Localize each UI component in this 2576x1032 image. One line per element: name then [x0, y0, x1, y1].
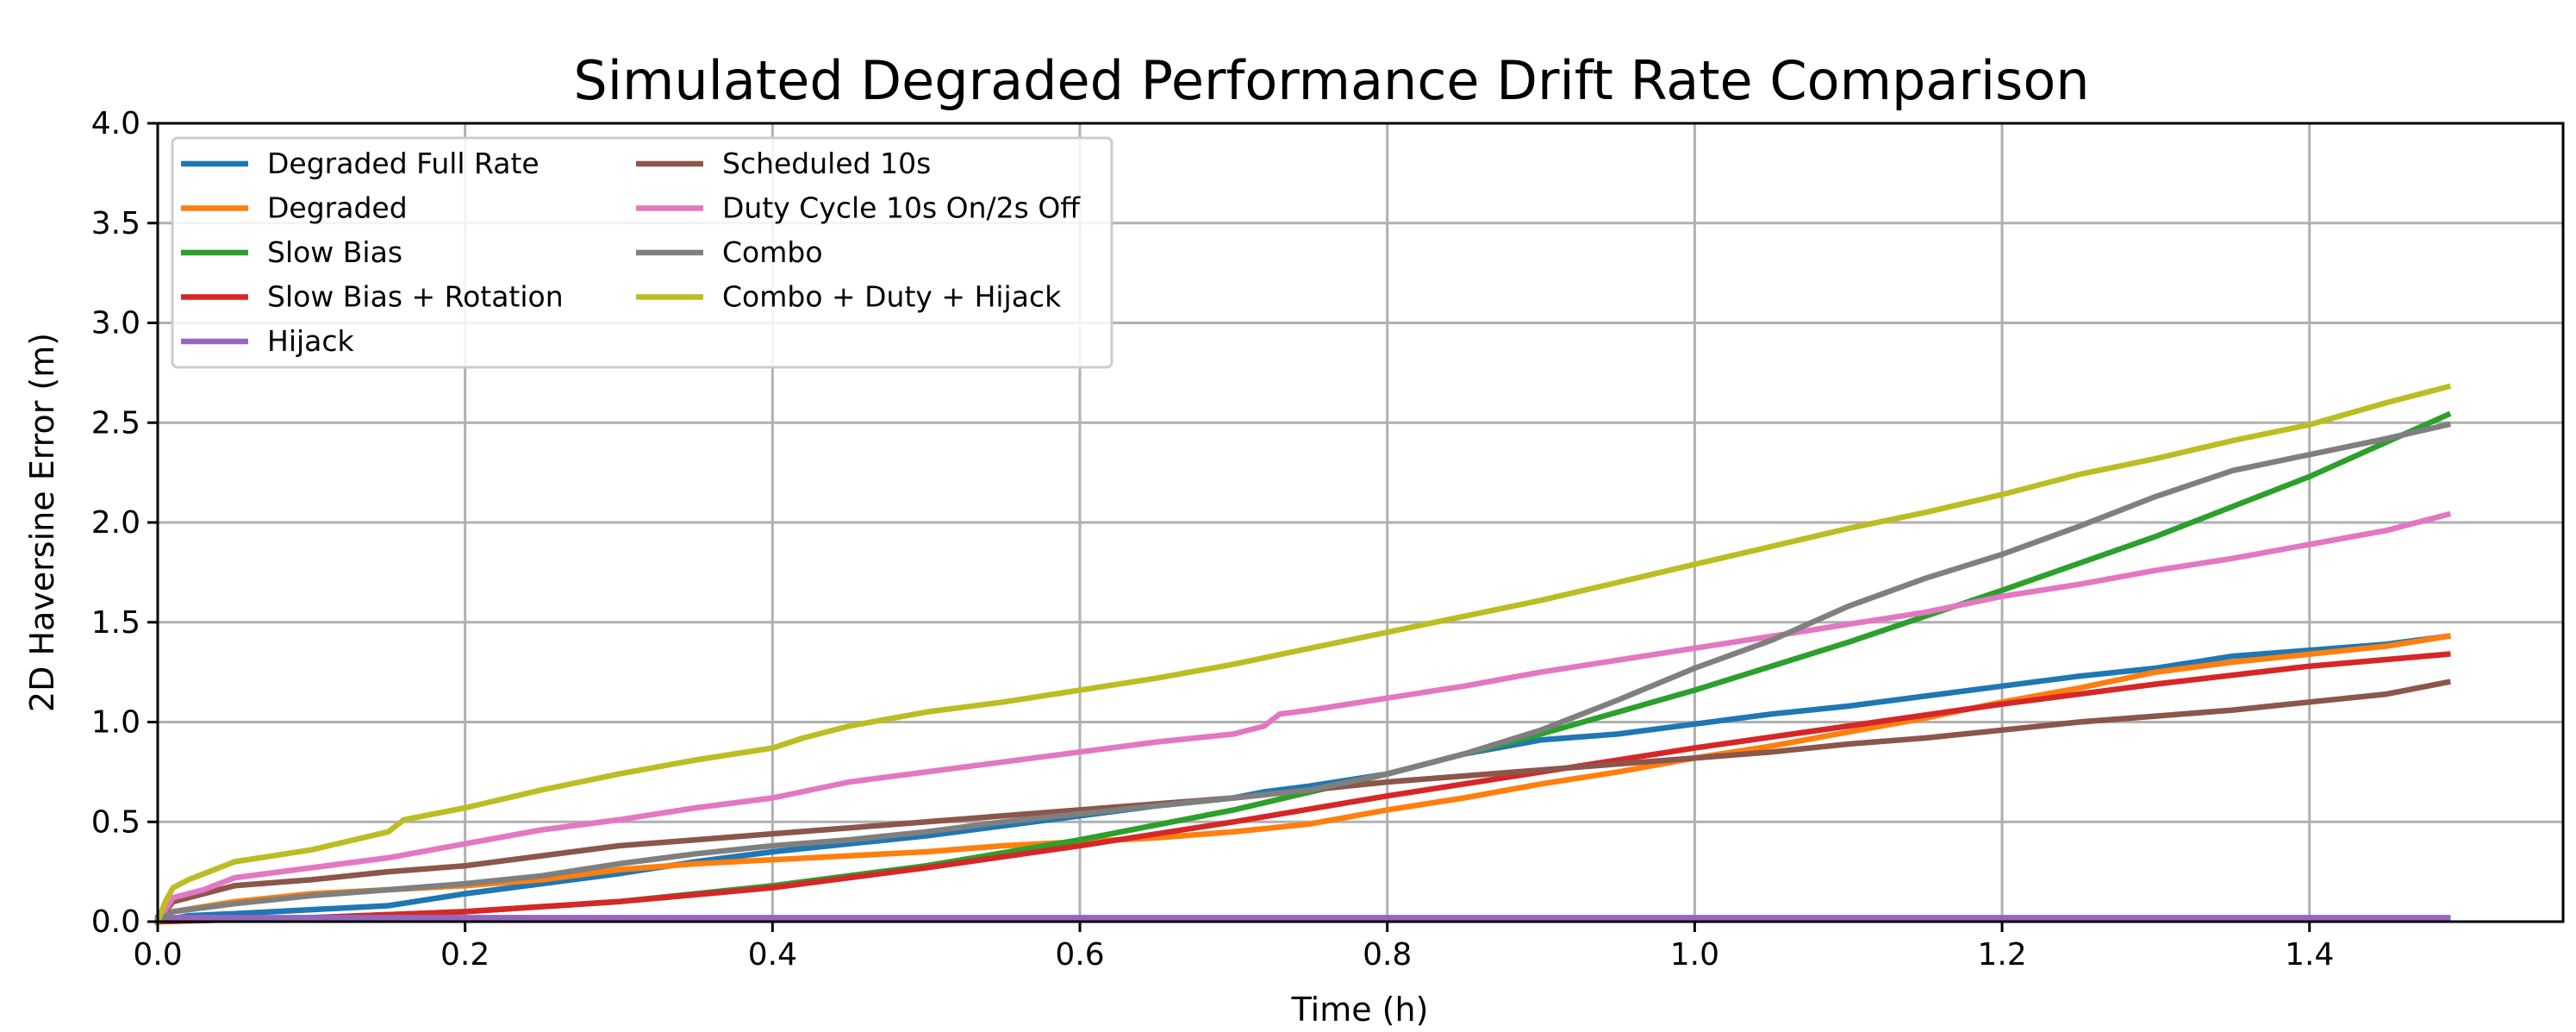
legend-label-degraded-full-rate: Degraded Full Rate [267, 147, 540, 180]
x-tick-label: 0.6 [1055, 937, 1104, 973]
series-line-degraded-full-rate [154, 633, 2451, 925]
legend-label-slow-bias: Slow Bias [267, 235, 402, 269]
x-axis-ticks: 0.0 0.2 0.4 0.6 0.8 1.0 1.2 1.4 [133, 922, 2334, 973]
legend: Degraded Full Rate Degraded Slow Bias Slow … [171, 136, 1113, 369]
y-tick-label: 4.0 [91, 106, 140, 141]
y-tick-label: 1.5 [91, 605, 140, 641]
series-line-combo [153, 421, 2452, 926]
series-lines [153, 383, 2452, 926]
y-axis-ticks: 0.0 0.5 1.0 1.5 2.0 2.5 3.0 3.5 4.0 [91, 106, 158, 940]
legend-label-hijack: Hijack [267, 324, 355, 358]
x-tick-label: 1.2 [1977, 937, 2026, 973]
legend-label-degraded: Degraded [267, 191, 408, 225]
y-tick-label: 3.5 [91, 206, 140, 241]
x-tick-label: 0.2 [440, 937, 490, 973]
y-tick-label: 3.0 [91, 306, 140, 341]
y-tick-label: 1.0 [91, 705, 140, 741]
x-tick-label: 1.4 [2285, 937, 2334, 973]
legend-label-scheduled-10s: Scheduled 10s [722, 147, 931, 180]
y-tick-label: 0.0 [91, 904, 140, 940]
chart-title: Simulated Degraded Performance Drift Rat… [573, 49, 2089, 112]
series-line-slow-bias [154, 410, 2452, 925]
y-tick-label: 2.0 [91, 505, 140, 541]
x-tick-label: 0.8 [1363, 937, 1412, 973]
y-tick-label: 0.5 [91, 804, 140, 840]
series-line-combo-duty-hijack [153, 383, 2452, 926]
legend-label-slow-bias-rotation: Slow Bias + Rotation [267, 280, 564, 314]
x-tick-label: 1.0 [1670, 937, 1719, 973]
series-line-duty-cycle-10s-on-2s-off [153, 510, 2452, 926]
legend-label-combo: Combo [722, 235, 823, 269]
y-axis-label: 2D Haversine Error (m) [23, 333, 61, 712]
legend-label-duty-cycle-10s-on-2s-off: Duty Cycle 10s On/2s Off [722, 191, 1081, 225]
x-axis-label: Time (h) [1291, 991, 1429, 1029]
y-tick-label: 2.5 [91, 405, 140, 441]
legend-label-combo-duty-hijack: Combo + Duty + Hijack [722, 280, 1062, 314]
x-tick-label: 0.0 [133, 937, 182, 973]
x-tick-label: 0.4 [748, 937, 797, 973]
series-line-slow-bias-rotation [154, 651, 2451, 925]
